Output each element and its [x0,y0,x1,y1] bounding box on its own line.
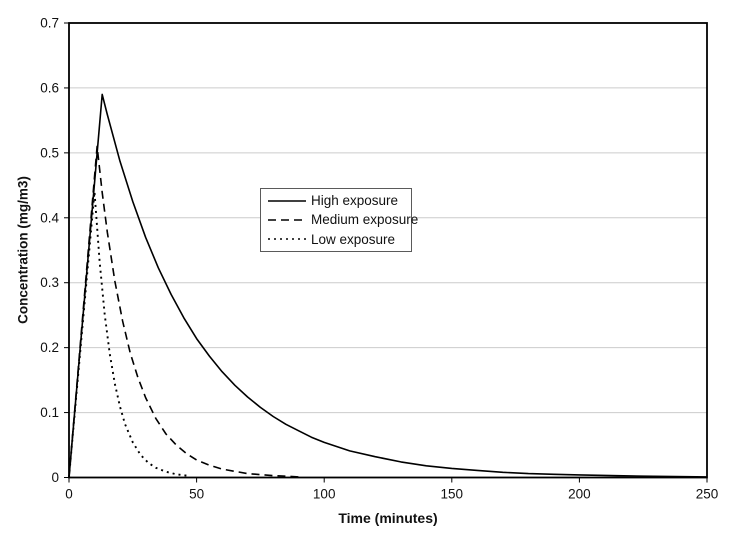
legend-label: High exposure [311,193,399,209]
legend: High exposure Medium exposure Low exposu… [260,188,418,252]
y-tick-label: 0.1 [40,405,59,420]
series-solid [68,93,708,478]
y-tick-label: 0.5 [40,145,59,160]
y-axis-title: Concentration (mg/m3) [15,176,31,324]
x-tick-label: 0 [65,487,73,502]
legend-item-medium-exposure: Medium exposure [267,211,418,229]
line-sample-dashed-icon [268,219,306,221]
line-sample-dotted-icon [268,238,306,241]
series-dashed [68,145,299,478]
legend-label: Low exposure [311,231,396,247]
x-axis-title: Time (minutes) [338,510,438,526]
legend-item-high-exposure: High exposure [267,192,405,210]
y-tick-label: 0.4 [40,210,59,225]
y-tick-label: 0.6 [40,80,59,95]
y-tick-label: 0 [51,470,59,485]
y-tick-label: 0.7 [40,16,59,31]
series-dotted [68,190,187,478]
line-sample-solid-icon [268,199,306,202]
legend-label: Medium exposure [311,212,419,228]
x-tick-label: 250 [696,487,719,502]
y-tick-label: 0.2 [40,340,59,355]
plot-border [68,22,708,479]
y-tick-label: 0.3 [40,275,59,290]
x-tick-label: 50 [189,487,204,502]
x-tick-label: 200 [568,487,591,502]
x-tick-label: 150 [441,487,464,502]
legend-item-low-exposure: Low exposure [267,230,405,248]
x-tick-label: 100 [313,487,336,502]
